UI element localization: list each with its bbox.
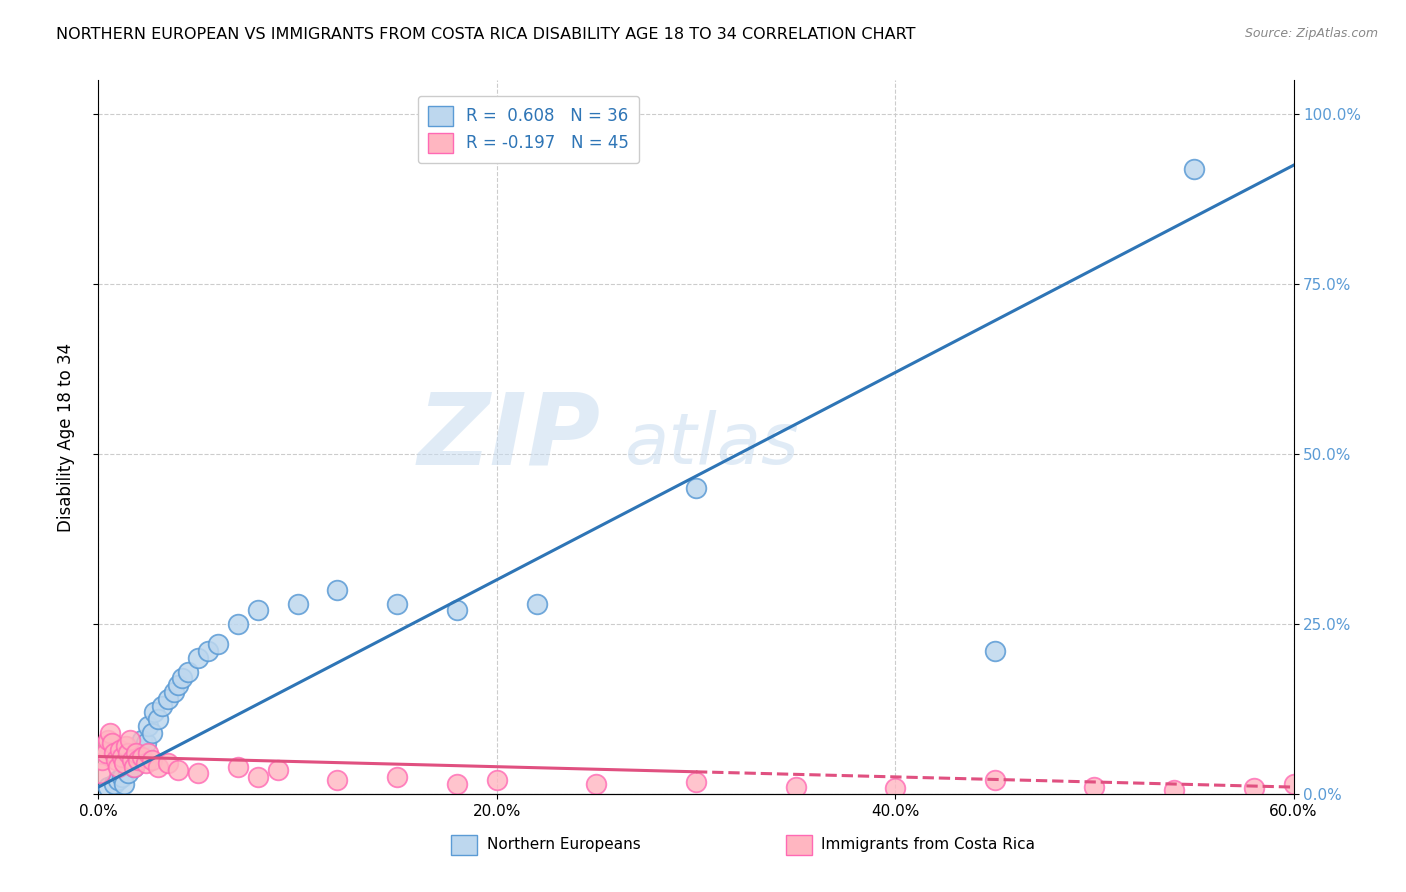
Point: [101, 736, 124, 750]
Point: [246, 770, 269, 784]
Point: [89, 766, 111, 780]
Point: [446, 603, 468, 617]
Point: [685, 774, 707, 789]
Point: [131, 749, 153, 764]
Point: [97, 780, 120, 794]
Point: [125, 746, 148, 760]
Point: [112, 777, 135, 791]
Point: [135, 736, 157, 750]
FancyBboxPatch shape: [451, 835, 477, 855]
Point: [136, 746, 159, 760]
Point: [135, 756, 157, 771]
Point: [785, 780, 807, 794]
Point: [103, 746, 125, 760]
Text: atlas: atlas: [624, 409, 799, 479]
Point: [131, 732, 153, 747]
Point: [117, 766, 139, 780]
Point: [1182, 161, 1205, 176]
Text: ZIP: ZIP: [418, 389, 600, 485]
Point: [127, 753, 149, 767]
Point: [124, 760, 146, 774]
Point: [111, 770, 134, 784]
Point: [197, 644, 219, 658]
Point: [141, 753, 163, 767]
Point: [91, 753, 114, 767]
Point: [98, 725, 122, 739]
Point: [141, 725, 163, 739]
Text: NORTHERN EUROPEAN VS IMMIGRANTS FROM COSTA RICA DISABILITY AGE 18 TO 34 CORRELAT: NORTHERN EUROPEAN VS IMMIGRANTS FROM COS…: [56, 27, 915, 42]
Point: [124, 760, 146, 774]
Point: [103, 777, 125, 791]
Point: [1243, 781, 1265, 796]
Point: [326, 773, 349, 788]
Point: [105, 753, 128, 767]
Point: [107, 773, 129, 788]
Point: [111, 749, 134, 764]
Point: [1163, 783, 1185, 797]
Point: [148, 712, 170, 726]
Point: [226, 617, 249, 632]
Y-axis label: Disability Age 18 to 34: Disability Age 18 to 34: [56, 343, 75, 532]
Text: Immigrants from Costa Rica: Immigrants from Costa Rica: [821, 837, 1035, 852]
Text: Northern Europeans: Northern Europeans: [486, 837, 641, 852]
Point: [125, 746, 148, 760]
Point: [187, 766, 209, 780]
Point: [167, 763, 190, 777]
Point: [115, 739, 138, 754]
Point: [157, 691, 180, 706]
Point: [121, 753, 143, 767]
Point: [177, 665, 200, 679]
Point: [267, 763, 290, 777]
Point: [157, 756, 180, 771]
Point: [446, 777, 468, 791]
Point: [96, 746, 118, 760]
Point: [117, 746, 139, 760]
Point: [287, 597, 309, 611]
Point: [120, 732, 142, 747]
Point: [127, 749, 149, 764]
Point: [1083, 780, 1105, 794]
Point: [120, 753, 142, 767]
Point: [326, 582, 349, 597]
Point: [150, 698, 173, 713]
Point: [107, 760, 129, 774]
Point: [112, 756, 135, 771]
Point: [526, 597, 548, 611]
Point: [97, 732, 120, 747]
Point: [110, 742, 132, 756]
Point: [226, 760, 249, 774]
Point: [93, 739, 115, 754]
Point: [1382, 182, 1405, 196]
Point: [585, 777, 607, 791]
Legend: R =  0.608   N = 36, R = -0.197   N = 45: R = 0.608 N = 36, R = -0.197 N = 45: [418, 95, 640, 163]
Text: Source: ZipAtlas.com: Source: ZipAtlas.com: [1244, 27, 1378, 40]
Point: [148, 760, 170, 774]
Point: [143, 706, 166, 720]
Point: [207, 637, 229, 651]
FancyBboxPatch shape: [786, 835, 811, 855]
Point: [884, 781, 907, 796]
Point: [246, 603, 269, 617]
Point: [172, 671, 194, 685]
Point: [485, 773, 508, 788]
Point: [984, 644, 1007, 658]
Point: [187, 651, 209, 665]
Point: [685, 481, 707, 495]
Point: [984, 773, 1007, 788]
Point: [1382, 780, 1405, 794]
Point: [385, 770, 409, 784]
Point: [163, 685, 186, 699]
Point: [385, 597, 409, 611]
Point: [1282, 777, 1305, 791]
Point: [167, 678, 190, 692]
Point: [136, 719, 159, 733]
